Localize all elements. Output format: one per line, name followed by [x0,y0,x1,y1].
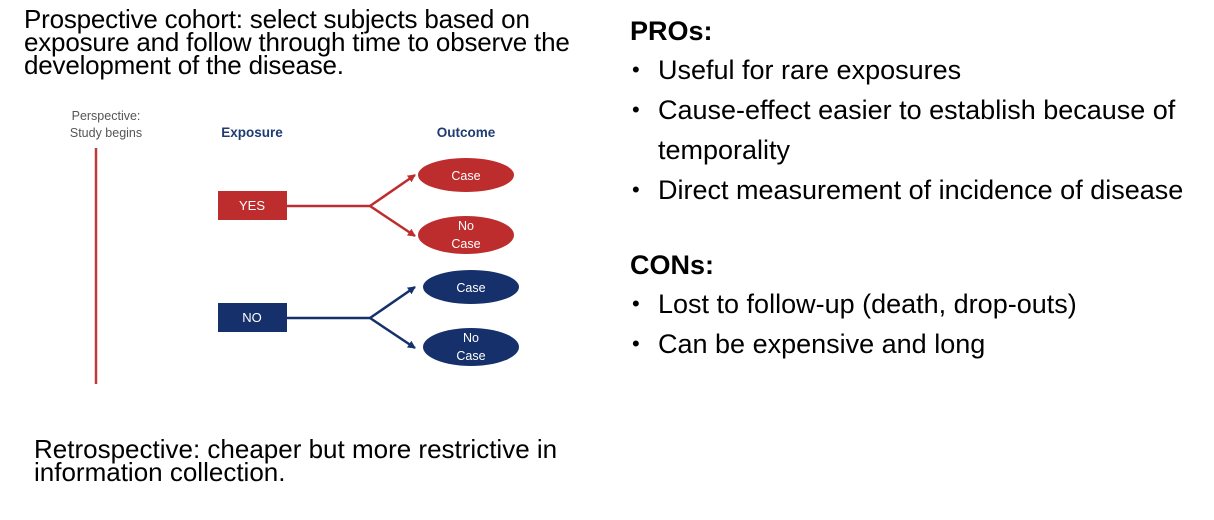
yes-arrow-case [369,173,416,208]
no-nocase-ellipse [423,328,519,366]
retrospective-text: Retrospective: cheaper but more restrict… [34,434,558,487]
exposure-header: Exposure [221,125,283,140]
bullet-icon: • [632,57,640,82]
perspective-label-line1: Perspective: [72,109,141,123]
pros-item: • Cause-effect easier to establish becaus… [630,90,1214,170]
yes-case-label: Case [451,169,480,183]
bullet-icon: • [632,97,640,122]
yes-nocase-label-line1: No [458,219,474,233]
no-case-ellipse [423,270,519,304]
intro-text: Prospective cohort: select subjects base… [24,4,570,80]
pros-item-text: Cause-effect easier to establish because… [658,95,1176,165]
cons-item-text: Lost to follow-up (death, drop-outs) [658,289,1077,319]
prospective-cohort-diagram: Perspective: Study begins Exposure Outco… [70,109,519,384]
pros-item: • Direct measurement of incidence of dise… [630,170,1214,210]
no-nocase-label-line2: Case [456,349,485,363]
yes-nocase-ellipse [418,216,514,254]
cons-item: • Can be expensive and long [630,324,1214,364]
pros-heading: PROs: [630,16,713,46]
bullet-icon: • [632,331,640,356]
pros-item-text: Direct measurement of incidence of disea… [658,175,1184,205]
pros-list: • Useful for rare exposures • Cause-effect… [630,50,1214,210]
no-box [218,303,287,332]
pros-cons-panel: PROs: • Useful for rare exposures • Cause-… [630,14,1214,364]
yes-case-ellipse [418,158,514,192]
bullet-icon: • [632,177,640,202]
cons-item-text: Can be expensive and long [658,329,986,359]
no-arrow-case [369,285,416,320]
cons-item: • Lost to follow-up (death, drop-outs) [630,284,1214,324]
no-nocase-label-line1: No [463,331,479,345]
perspective-label-line2: Study begins [70,126,142,140]
yes-nocase-label-line2: Case [451,237,480,251]
no-arrow-nocase [369,316,416,350]
yes-arrow-nocase [369,204,416,238]
pros-item-text: Useful for rare exposures [658,55,962,85]
yes-label: YES [239,198,265,213]
no-label: NO [242,310,262,325]
outcome-header: Outcome [437,125,496,140]
pros-item: • Useful for rare exposures [630,50,1214,90]
cons-heading: CONs: [630,250,715,280]
cons-list: • Lost to follow-up (death, drop-outs) • C… [630,284,1214,364]
no-case-label: Case [456,281,485,295]
bullet-icon: • [632,291,640,316]
yes-box [218,191,287,220]
